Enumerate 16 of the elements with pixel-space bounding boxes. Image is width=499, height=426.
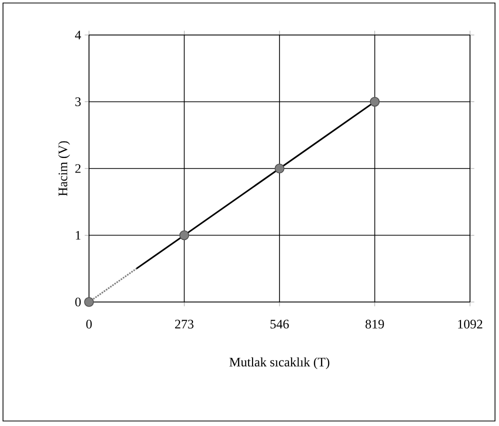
point <box>84 297 94 307</box>
x-tick-label: 546 <box>270 320 289 328</box>
x-tick-label: 0 <box>86 320 92 329</box>
y-tick-label: 4 <box>75 30 82 40</box>
y-axis-title: Hacim (V) <box>58 141 70 196</box>
point <box>179 230 190 240</box>
y-tick-label: 2 <box>75 164 81 173</box>
point <box>274 164 284 174</box>
x-tick-label: 1092 <box>458 320 482 329</box>
y-tick-label: 0 <box>75 298 81 306</box>
x-tick-label: 819 <box>366 320 384 329</box>
x-tick-label: 273 <box>175 320 194 328</box>
y-tick-label: 1 <box>76 230 80 240</box>
point <box>370 96 380 107</box>
x-axis-title: Mutlak sıcaklık (T) <box>230 357 330 370</box>
y-tick-label: 3 <box>75 97 81 106</box>
